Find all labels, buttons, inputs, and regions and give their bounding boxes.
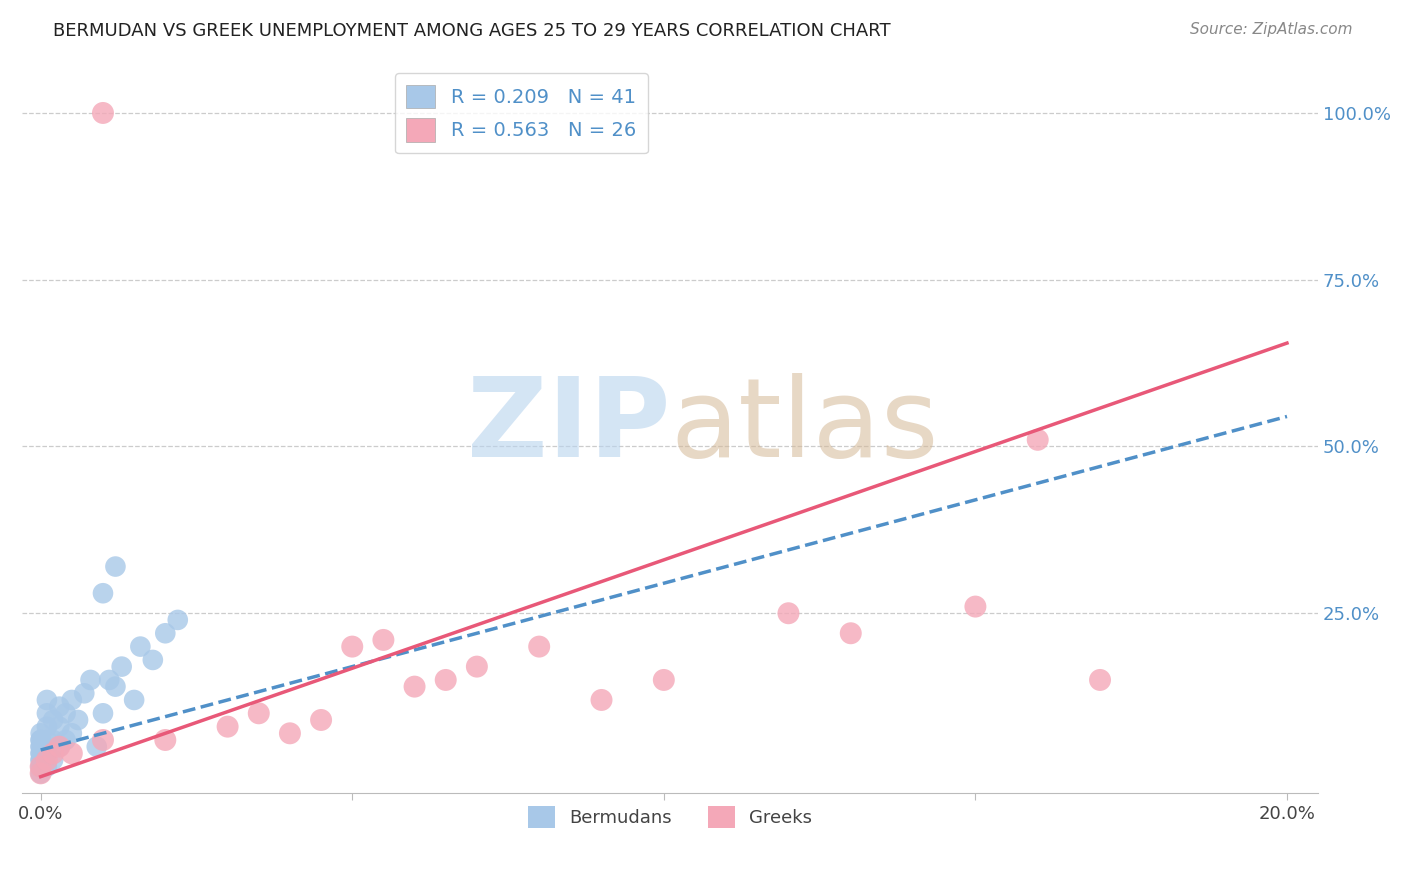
Point bbox=[35, 706, 58, 721]
Text: BERMUDAN VS GREEK UNEMPLOYMENT AMONG AGES 25 TO 29 YEARS CORRELATION CHART: BERMUDAN VS GREEK UNEMPLOYMENT AMONG AGE… bbox=[53, 22, 891, 40]
Point bbox=[30, 759, 52, 773]
Point bbox=[91, 106, 114, 120]
Point bbox=[30, 726, 52, 740]
Point bbox=[86, 739, 108, 754]
Point bbox=[652, 673, 675, 687]
Point bbox=[30, 733, 52, 747]
Point bbox=[35, 733, 58, 747]
Point bbox=[839, 626, 862, 640]
Point bbox=[434, 673, 457, 687]
Point bbox=[30, 747, 52, 761]
Point bbox=[111, 659, 134, 673]
Point bbox=[67, 713, 90, 727]
Point bbox=[30, 733, 52, 747]
Point bbox=[142, 653, 165, 667]
Point bbox=[247, 706, 270, 721]
Point bbox=[30, 766, 52, 780]
Point bbox=[30, 753, 52, 767]
Point bbox=[404, 680, 426, 694]
Point bbox=[155, 733, 177, 747]
Point bbox=[73, 686, 96, 700]
Point bbox=[48, 739, 70, 754]
Point bbox=[30, 753, 52, 767]
Point bbox=[104, 559, 127, 574]
Point bbox=[591, 693, 613, 707]
Point bbox=[30, 759, 52, 773]
Point bbox=[278, 726, 301, 740]
Point bbox=[373, 632, 395, 647]
Point bbox=[527, 640, 550, 654]
Point bbox=[122, 693, 145, 707]
Point bbox=[48, 699, 70, 714]
Point bbox=[55, 733, 77, 747]
Point bbox=[35, 759, 58, 773]
Point bbox=[35, 747, 58, 761]
Text: atlas: atlas bbox=[671, 373, 939, 480]
Point bbox=[166, 613, 188, 627]
Point bbox=[79, 673, 101, 687]
Point bbox=[155, 626, 177, 640]
Point bbox=[30, 766, 52, 780]
Point bbox=[42, 733, 65, 747]
Point bbox=[91, 733, 114, 747]
Point bbox=[60, 747, 83, 761]
Point bbox=[55, 706, 77, 721]
Point bbox=[309, 713, 332, 727]
Point bbox=[60, 693, 83, 707]
Point bbox=[35, 753, 58, 767]
Point bbox=[104, 680, 127, 694]
Point bbox=[60, 726, 83, 740]
Point bbox=[30, 747, 52, 761]
Point bbox=[965, 599, 987, 614]
Point bbox=[35, 693, 58, 707]
Point bbox=[98, 673, 121, 687]
Point bbox=[30, 759, 52, 773]
Point bbox=[342, 640, 364, 654]
Point bbox=[129, 640, 152, 654]
Point bbox=[91, 586, 114, 600]
Point bbox=[1088, 673, 1111, 687]
Point bbox=[30, 739, 52, 754]
Point bbox=[48, 739, 70, 754]
Point bbox=[1026, 433, 1049, 447]
Text: ZIP: ZIP bbox=[467, 373, 671, 480]
Point bbox=[91, 706, 114, 721]
Point bbox=[30, 739, 52, 754]
Point bbox=[217, 720, 239, 734]
Point bbox=[42, 753, 65, 767]
Point bbox=[465, 659, 488, 673]
Text: Source: ZipAtlas.com: Source: ZipAtlas.com bbox=[1189, 22, 1353, 37]
Point bbox=[35, 720, 58, 734]
Legend: Bermudans, Greeks: Bermudans, Greeks bbox=[520, 799, 820, 836]
Point bbox=[42, 713, 65, 727]
Point bbox=[42, 747, 65, 761]
Point bbox=[778, 606, 800, 620]
Point bbox=[48, 720, 70, 734]
